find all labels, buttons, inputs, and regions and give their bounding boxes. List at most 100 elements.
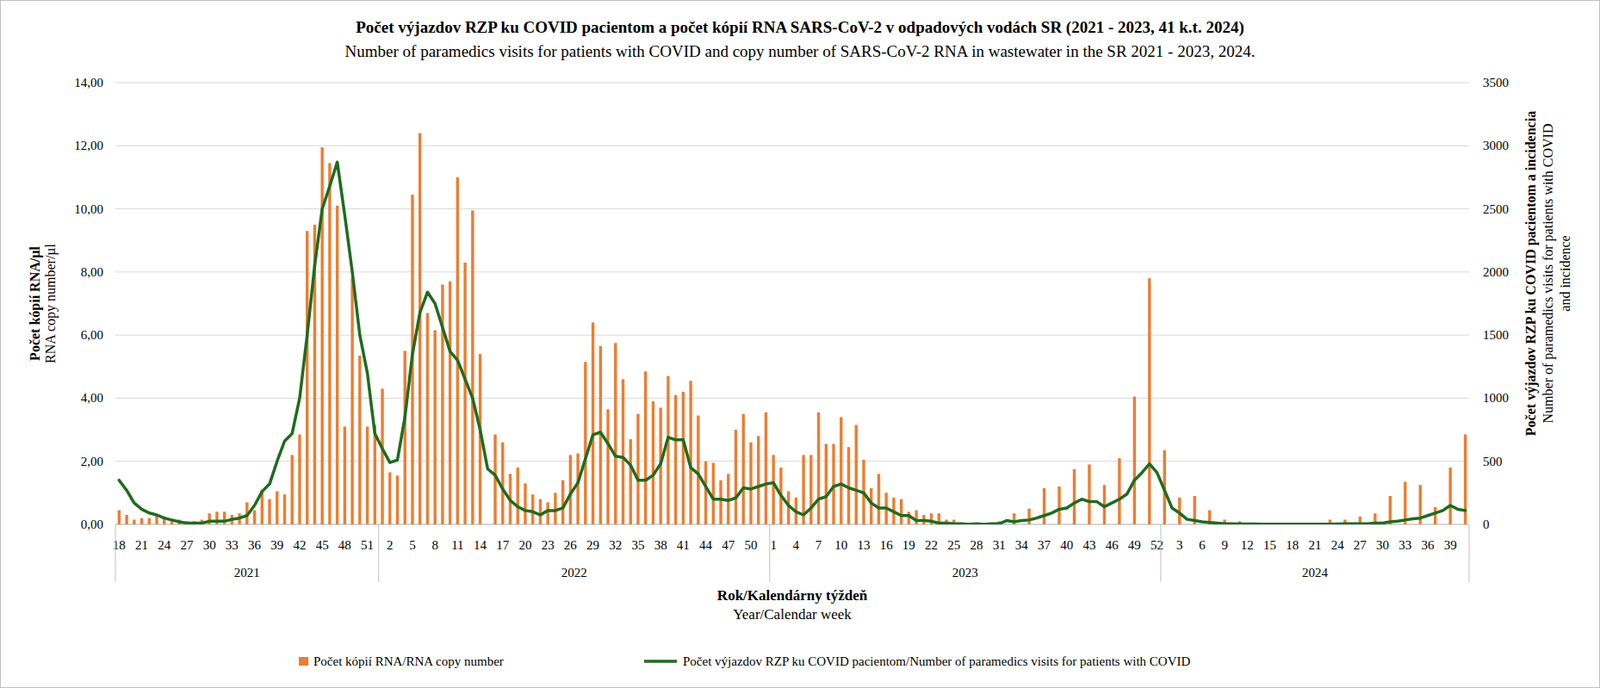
y-tick-label: 4,00 — [80, 390, 104, 405]
x-group-label: 2022 — [561, 565, 588, 580]
x-tick-label: 27 — [179, 538, 194, 552]
bar — [839, 416, 843, 525]
group-separator — [378, 524, 379, 583]
bar — [388, 472, 391, 525]
bar — [831, 444, 835, 525]
x-tick-label: 50 — [744, 538, 757, 552]
y-tick-label: 0,00 — [80, 517, 104, 532]
x-tick-label: 43 — [1082, 538, 1096, 552]
x-tick-label: 31 — [992, 538, 1006, 552]
x-tick-label: 6 — [1198, 538, 1206, 552]
x-tick-label: 33 — [225, 538, 239, 552]
x-tick-label: 30 — [203, 538, 217, 552]
bar — [704, 461, 707, 525]
bar — [365, 426, 369, 525]
y-tick-label: 14,00 — [74, 75, 104, 90]
x-tick-label: 49 — [1128, 538, 1142, 552]
bar — [539, 499, 542, 525]
x-tick-label: 42 — [292, 538, 306, 552]
bar — [719, 480, 722, 525]
bar — [651, 401, 655, 525]
bar — [561, 480, 565, 525]
y2-axis-title: Počet výjazdov RZP ku COVID pacientom a … — [1523, 111, 1539, 436]
bar — [305, 230, 309, 525]
x-tick-label: 17 — [496, 538, 510, 552]
bar — [1133, 396, 1136, 525]
x-tick-label: 34 — [1015, 538, 1030, 552]
x-tick-label: 14 — [473, 538, 488, 552]
y-tick-label: 12,00 — [74, 138, 104, 153]
bar — [764, 412, 768, 525]
bar — [613, 342, 617, 525]
bar — [734, 429, 738, 525]
bar — [682, 391, 685, 525]
x-tick-label: 33 — [1398, 538, 1412, 552]
y2-tick-label: 500 — [1482, 454, 1503, 469]
bar — [749, 442, 752, 525]
bar — [907, 511, 911, 525]
bar — [501, 442, 504, 525]
bar — [696, 415, 700, 525]
y-tick-label: 10,00 — [74, 202, 104, 217]
x-tick-label: 12 — [1240, 538, 1254, 552]
bar — [380, 388, 384, 525]
bar — [448, 281, 452, 525]
x-tick-label: 24 — [1331, 538, 1346, 552]
x-tick-label: 38 — [654, 538, 668, 552]
bar — [297, 434, 301, 525]
bar — [132, 520, 136, 525]
y-tick-label: 2,00 — [80, 454, 104, 469]
x-tick-label: 39 — [1444, 538, 1458, 552]
title: Počet výjazdov RZP ku COVID pacientom a … — [355, 18, 1245, 38]
bar — [576, 453, 579, 525]
bar — [545, 502, 549, 525]
bar — [463, 262, 466, 525]
y-axis-title: Počet kópií RNA/µl — [27, 246, 44, 361]
y2-axis-title: and incidence — [1557, 235, 1573, 311]
y-tick-label: 6,00 — [80, 328, 104, 342]
bar — [1087, 464, 1091, 525]
x-tick-label: 9 — [1221, 538, 1228, 552]
bar — [343, 426, 347, 525]
x-tick-label: 16 — [880, 538, 894, 552]
x-tick-label: 11 — [451, 538, 464, 552]
x-tick-label: 10 — [834, 538, 848, 552]
y2-tick-label: 3500 — [1482, 75, 1509, 90]
bar — [373, 425, 377, 525]
bar — [148, 518, 151, 525]
x-tick-label: 23 — [541, 538, 555, 552]
bar — [621, 378, 625, 525]
bar — [644, 371, 647, 525]
x-tick-label: 44 — [699, 538, 714, 552]
bar — [899, 499, 903, 525]
x-tick-label: 19 — [902, 538, 916, 552]
bar — [869, 488, 873, 525]
plot-data — [117, 133, 1468, 525]
x-tick-label: 40 — [1060, 538, 1073, 552]
bar — [712, 463, 715, 525]
bar — [809, 454, 813, 525]
grid — [115, 82, 1470, 525]
x-tick-label: 45 — [316, 538, 329, 552]
y-tick-label: 8,00 — [80, 265, 104, 280]
x-tick-label: 2 — [386, 538, 394, 552]
x-tick-label: 36 — [1420, 538, 1435, 552]
bar — [855, 425, 858, 525]
bar — [1433, 507, 1437, 525]
x-tick-label: 7 — [815, 538, 823, 552]
y2-tick-label: 3000 — [1482, 138, 1509, 153]
y2-axis-title: Number of paramedics visits for patients… — [1540, 124, 1557, 424]
legend-label: Počet výjazdov RZP ku COVID pacientom/Nu… — [682, 654, 1191, 669]
group-separator — [1469, 524, 1470, 583]
x-tick-label: 5 — [409, 538, 416, 552]
bar — [418, 133, 422, 525]
bar — [124, 514, 128, 525]
x-tick-label: 39 — [270, 538, 284, 552]
x-tick-label: 52 — [1150, 538, 1164, 552]
legend-label: Počet kópií RNA/RNA copy number — [313, 654, 504, 669]
bar — [1057, 486, 1061, 525]
line — [118, 161, 1465, 525]
bar — [523, 483, 527, 525]
bar — [771, 454, 775, 525]
bar — [433, 330, 436, 525]
